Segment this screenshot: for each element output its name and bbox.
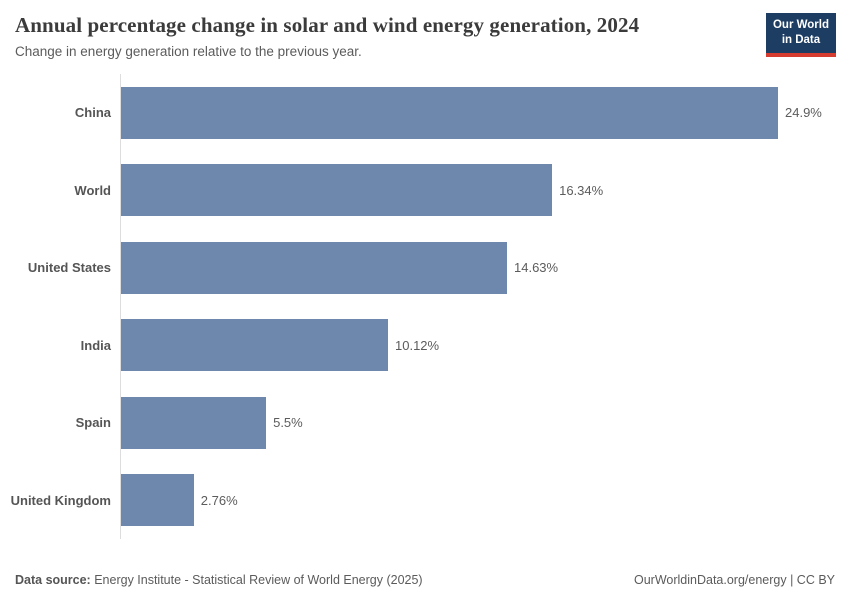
- chart-row: China 24.9%: [0, 74, 850, 152]
- category-label: United States: [27, 260, 111, 276]
- value-label: 10.12%: [395, 337, 440, 353]
- value-label: 24.9%: [785, 105, 822, 121]
- footer-link[interactable]: OurWorldinData.org/energy | CC BY: [633, 573, 835, 587]
- category-label: World: [74, 182, 111, 198]
- bar[interactable]: [121, 241, 507, 294]
- value-label: 14.63%: [514, 260, 559, 276]
- data-source-label: Data source:: [15, 573, 91, 587]
- value-label: 2.76%: [200, 492, 238, 508]
- chart-row: United Kingdom 2.76%: [0, 462, 850, 540]
- bar[interactable]: [121, 396, 267, 449]
- owid-logo[interactable]: Our World in Data: [765, 13, 836, 57]
- chart-row: United States 14.63%: [0, 229, 850, 307]
- category-label: Spain: [75, 415, 111, 431]
- chart-footer: Data source: Energy Institute - Statisti…: [15, 573, 835, 587]
- bar[interactable]: [121, 86, 778, 139]
- chart-row: World 16.34%: [0, 152, 850, 230]
- category-label: United Kingdom: [10, 492, 111, 508]
- chart-row: India 10.12%: [0, 307, 850, 385]
- bar[interactable]: [121, 164, 553, 217]
- chart-row: Spain 5.5%: [0, 384, 850, 462]
- category-label: India: [80, 337, 111, 353]
- data-source: Data source: Energy Institute - Statisti…: [15, 573, 423, 587]
- value-label: 16.34%: [559, 182, 604, 198]
- y-axis-line: [120, 74, 121, 540]
- owid-logo-line2: in Data: [781, 33, 821, 46]
- data-source-text: Energy Institute - Statistical Review of…: [90, 573, 423, 587]
- header-text: Annual percentage change in solar and wi…: [15, 13, 639, 59]
- owid-logo-line1: Our World: [772, 19, 829, 31]
- category-label: China: [74, 105, 111, 121]
- bar[interactable]: [121, 319, 388, 372]
- chart-header: Annual percentage change in solar and wi…: [0, 0, 850, 59]
- chart-subtitle: Change in energy generation relative to …: [15, 44, 362, 60]
- bar-chart: China 24.9% World 16.34% United States 1…: [0, 74, 850, 540]
- chart-rows: China 24.9% World 16.34% United States 1…: [0, 74, 850, 539]
- chart-title: Annual percentage change in solar and wi…: [15, 13, 640, 37]
- bar[interactable]: [121, 474, 194, 527]
- value-label: 5.5%: [273, 415, 303, 431]
